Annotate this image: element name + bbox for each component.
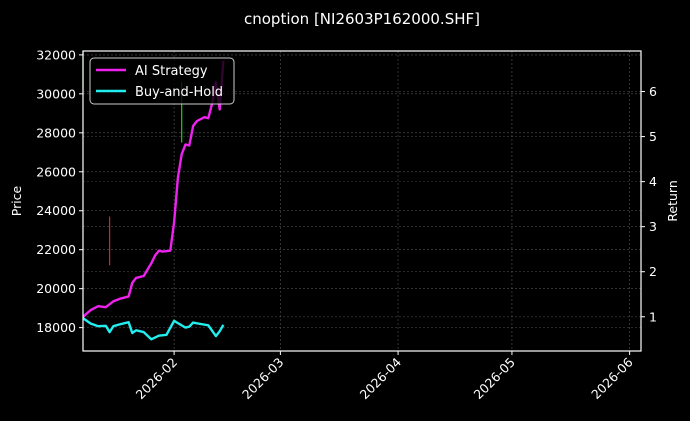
y-axis-right: 1 2 3 4 5 6 — [641, 84, 657, 324]
legend: AI Strategy Buy-and-Hold — [89, 57, 235, 105]
series-lines — [82, 60, 225, 341]
y-tick-label: 18000 — [36, 320, 76, 335]
y2-axis-label: Return — [665, 180, 680, 221]
y-tick-label: 32000 — [36, 47, 76, 62]
plot-frame — [82, 50, 642, 352]
y-tick-label: 22000 — [36, 242, 76, 257]
y-axis-left: 18000 20000 22000 24000 26000 28000 30000 32000 — [36, 47, 83, 335]
y-tick-label: 26000 — [36, 164, 76, 179]
y-axis-label: Price — [9, 185, 24, 216]
y-tick-label: 24000 — [36, 203, 76, 218]
y2-tick-label: 3 — [649, 219, 657, 234]
y2-tick-label: 6 — [649, 84, 657, 99]
y-tick-label: 20000 — [36, 281, 76, 296]
series-line-buy-and-hold — [82, 317, 225, 341]
chart-title: cnoption [NI2603P162000.SHF] — [244, 10, 480, 28]
y2-tick-label: 1 — [649, 309, 657, 324]
y-tick-label: 30000 — [36, 86, 76, 101]
y2-tick-label: 4 — [649, 174, 657, 189]
y2-tick-label: 5 — [649, 129, 657, 144]
series-line-ai-strategy — [82, 60, 225, 318]
legend-label-buy-and-hold: Buy-and-Hold — [135, 85, 223, 100]
y-tick-label: 28000 — [36, 125, 76, 140]
y2-tick-label: 2 — [649, 264, 657, 279]
legend-label-ai-strategy: AI Strategy — [135, 64, 208, 79]
